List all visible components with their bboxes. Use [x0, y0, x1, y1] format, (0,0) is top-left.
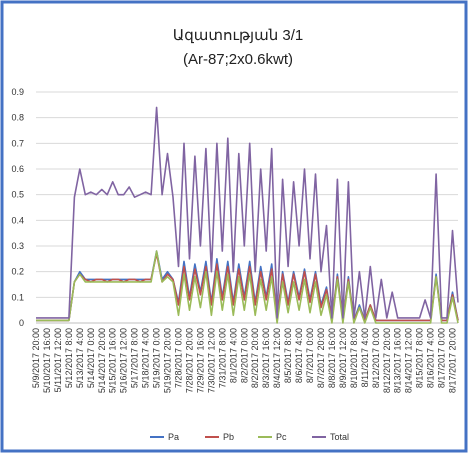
- y-tick-label: 0.8: [11, 113, 24, 123]
- x-tick-label: 7/28/2017 20:00: [184, 328, 194, 393]
- x-tick-label: 5/13/2017 4:00: [75, 328, 85, 388]
- series-line: [36, 250, 459, 324]
- x-tick-label: 7/31/2017 8:00: [217, 328, 227, 388]
- x-tick-label: 8/9/2017 12:00: [338, 328, 348, 388]
- y-tick-label: 0.5: [11, 190, 24, 200]
- x-tick-label: 8/4/2017 12:00: [272, 328, 282, 388]
- y-tick-label: 0.3: [11, 241, 24, 251]
- x-tick-label: 8/7/2017 20:00: [316, 328, 326, 388]
- x-tick-label: 8/17/2017 20:00: [448, 328, 458, 393]
- chart-title: Ազատության 3/1: [173, 27, 304, 44]
- x-tick-label: 8/12/2017 20:00: [382, 328, 392, 393]
- legend-label: Pc: [276, 432, 287, 442]
- x-tick-label: 8/8/2017 16:00: [327, 328, 337, 388]
- x-tick-label: 5/9/2017 20:00: [31, 328, 41, 388]
- legend-label: Total: [330, 432, 349, 442]
- x-tick-label: 5/14/2017 20:00: [97, 328, 107, 393]
- legend-label: Pa: [168, 432, 179, 442]
- x-tick-label: 5/19/2017 20:00: [163, 328, 173, 393]
- x-tick-label: 8/6/2017 4:00: [294, 328, 304, 383]
- y-tick-label: 0: [19, 318, 24, 328]
- x-tick-label: 8/2/2017 20:00: [250, 328, 260, 388]
- legend-label: Pb: [223, 432, 234, 442]
- x-tick-label: 5/11/2017 12:00: [53, 328, 63, 392]
- y-tick-label: 0.1: [11, 292, 24, 302]
- x-tick-label: 7/29/2017 16:00: [195, 328, 205, 393]
- y-tick-label: 0.6: [11, 164, 24, 174]
- x-tick-label: 5/16/2017 12:00: [119, 328, 129, 393]
- series-line: [36, 106, 459, 319]
- x-tick-label: 5/14/2017 0:00: [86, 328, 96, 388]
- y-tick-label: 0.9: [11, 87, 24, 97]
- x-tick-label: 5/19/2017 0:00: [152, 328, 162, 388]
- x-tick-label: 8/11/2017 4:00: [360, 328, 370, 387]
- x-tick-label: 5/17/2017 8:00: [130, 328, 140, 388]
- x-tick-label: 8/15/2017 8:00: [415, 328, 425, 388]
- x-tick-label: 8/13/2017 16:00: [393, 328, 403, 393]
- x-tick-label: 8/17/2017 0:00: [437, 328, 447, 388]
- x-tick-label: 8/1/2017 4:00: [228, 328, 238, 383]
- y-tick-label: 0.4: [11, 215, 24, 225]
- x-tick-label: 8/2/2017 0:00: [239, 328, 249, 383]
- x-tick-label: 8/7/2017 0:00: [305, 328, 315, 383]
- x-tick-label: 8/14/2017 12:00: [404, 328, 414, 393]
- x-tick-label: 7/30/2017 12:00: [206, 328, 216, 393]
- y-tick-label: 0.7: [11, 138, 24, 148]
- x-tick-label: 8/12/2017 0:00: [371, 328, 381, 388]
- x-tick-label: 5/18/2017 4:00: [141, 328, 151, 388]
- x-tick-label: 7/28/2017 0:00: [173, 328, 183, 388]
- x-tick-label: 5/10/2017 16:00: [42, 328, 52, 393]
- x-tick-label: 8/3/2017 16:00: [261, 328, 271, 388]
- x-tick-label: 8/5/2017 8:00: [283, 328, 293, 383]
- x-tick-label: 8/10/2017 8:00: [349, 328, 359, 388]
- x-tick-label: 5/15/2017 16:00: [108, 328, 118, 393]
- chart-subtitle: (Ar-87;2x0.6kwt): [183, 51, 293, 68]
- y-tick-label: 0.2: [11, 267, 24, 277]
- x-tick-label: 8/16/2017 4:00: [426, 328, 436, 388]
- x-tick-label: 5/12/2017 8:00: [64, 328, 74, 388]
